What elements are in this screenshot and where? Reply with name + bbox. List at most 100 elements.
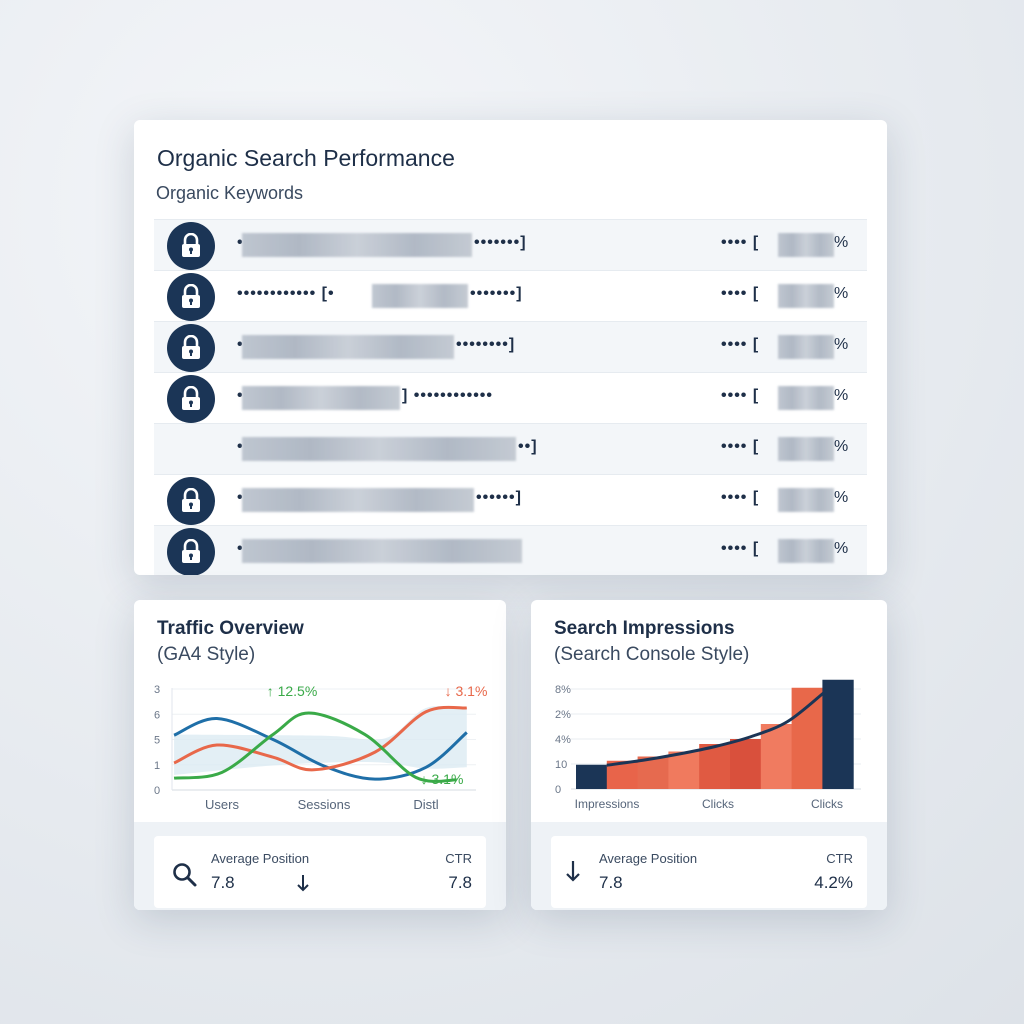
masked-value-prefix: •••• [ (721, 489, 760, 506)
y-tick-label: 3 (154, 684, 160, 696)
lock-icon (167, 375, 215, 423)
masked-keyword-prefix: • (237, 336, 244, 353)
lock-icon (167, 222, 215, 270)
percent-sign: % (834, 285, 850, 302)
section-subtitle: Organic Keywords (156, 183, 304, 203)
bar (699, 744, 731, 789)
bar (760, 724, 793, 789)
x-tick-label: Clicks (811, 797, 843, 811)
redacted-keyword (242, 233, 472, 257)
masked-value-prefix: •••• [ (721, 336, 760, 353)
ctr-value: 4.2% (814, 873, 853, 892)
y-tick-label: 8% (555, 684, 571, 696)
redacted-keyword (242, 539, 522, 563)
keyword-row[interactable]: • ••••••••] •••• [% (154, 321, 867, 372)
y-tick-label: 10 (555, 759, 567, 771)
change-annotation: ↓ 3.1% (421, 771, 464, 787)
x-tick-label: Sessions (298, 797, 351, 812)
masked-value-prefix: •••• [ (721, 387, 760, 404)
average-position-stat: Average Position 7.8 CTR 4.2% (551, 836, 867, 908)
masked-keyword-suffix: •••••••] (470, 285, 523, 302)
lock-icon (167, 324, 215, 372)
percent-sign: % (834, 234, 850, 251)
redacted-keyword (372, 284, 468, 308)
page-title: Organic Search Performance (157, 145, 455, 171)
masked-keyword-suffix: •••••••] (474, 234, 527, 251)
masked-keyword-suffix: ••••••] (476, 489, 522, 506)
lock-icon (167, 528, 215, 575)
lock-icon (167, 273, 215, 321)
average-position-value: 7.8 (211, 873, 235, 892)
traffic-line-chart: 0 1 5 6 3 Users Sessions Distl ↑ 12.5% ↓ 3.1% ↓ 3.… (154, 683, 488, 812)
series-line (173, 705, 467, 772)
y-tick-label: 1 (154, 760, 160, 772)
redacted-percentage (778, 386, 834, 410)
redacted-keyword (242, 488, 474, 512)
masked-keyword-suffix: ••••••••] (456, 336, 516, 353)
redacted-percentage (778, 539, 834, 563)
masked-keyword-suffix: ••] (518, 438, 538, 455)
bar (637, 756, 669, 789)
x-tick-label: Distl (413, 797, 438, 812)
keyword-row[interactable]: • ••] •••• [% (154, 423, 867, 474)
masked-keyword-prefix: •••••••••••• [• (237, 285, 335, 302)
masked-value-prefix: •••• [ (721, 234, 760, 251)
redacted-keyword (242, 335, 454, 359)
masked-value-prefix: •••• [ (721, 540, 760, 557)
ctr-label: CTR (826, 851, 853, 866)
trend-line (606, 691, 825, 767)
y-tick-label: 0 (154, 785, 160, 797)
redacted-percentage (778, 335, 834, 359)
redacted-percentage (778, 284, 834, 308)
keyword-row[interactable]: • •••• [% (154, 525, 867, 575)
masked-keyword-prefix: • (237, 234, 244, 251)
change-annotation: ↑ 12.5% (267, 683, 318, 699)
arrow-down-icon (297, 875, 309, 892)
impressions-bar-chart: 0 10 4% 2% 8% Impressions Clicks Clicks (555, 679, 861, 811)
bar (730, 739, 762, 789)
keyword-row[interactable]: •••••••••••• [• •••••••] •••• [% (154, 270, 867, 321)
keyword-row[interactable]: •] •••••••••••• •••• [% (154, 372, 867, 423)
percent-sign: % (834, 438, 850, 455)
redacted-percentage (778, 488, 834, 512)
traffic-overview-card: Traffic Overview (GA4 Style) 0 1 5 6 3 Users S… (134, 600, 506, 910)
masked-keyword-prefix: • (237, 489, 244, 506)
change-annotation: ↓ 3.1% (445, 683, 488, 699)
percent-sign: % (834, 540, 850, 557)
percent-sign: % (834, 387, 850, 404)
organic-search-card: Organic Search Performance Organic Keywo… (134, 120, 887, 575)
keyword-row[interactable]: • ••••••] •••• [% (154, 474, 867, 525)
impressions-subtitle: (Search Console Style) (554, 644, 750, 665)
ctr-value: 7.8 (448, 873, 472, 892)
x-tick-label: Impressions (575, 797, 640, 811)
redacted-percentage (778, 437, 834, 461)
bar (822, 679, 854, 789)
series-line (173, 717, 468, 781)
search-impressions-card: Search Impressions (Search Console Style… (531, 600, 887, 910)
redacted-keyword (242, 386, 400, 410)
average-position-value: 7.8 (599, 873, 623, 892)
x-tick-label: Users (205, 797, 239, 812)
bar (576, 764, 608, 789)
percent-sign: % (834, 489, 850, 506)
redacted-keyword (242, 437, 516, 461)
y-tick-label: 2% (555, 709, 571, 721)
x-tick-label: Clicks (702, 797, 734, 811)
masked-keyword-prefix: • (237, 438, 244, 455)
percent-sign: % (834, 336, 850, 353)
series-line (173, 711, 457, 783)
impressions-title: Search Impressions (554, 618, 735, 639)
masked-value-prefix: •••• [ (721, 438, 760, 455)
masked-keyword-prefix: • (237, 540, 244, 557)
redacted-percentage (778, 233, 834, 257)
y-tick-label: 0 (555, 784, 561, 796)
traffic-title: Traffic Overview (157, 618, 304, 639)
traffic-subtitle: (GA4 Style) (157, 644, 256, 665)
y-tick-label: 5 (154, 735, 160, 747)
arrow-down-icon (566, 861, 580, 882)
bar (668, 751, 700, 789)
average-position-stat: Average Position 7.8 CTR 7.8 (154, 836, 486, 908)
average-position-label: Average Position (211, 851, 310, 866)
keyword-row[interactable]: • •••••••] •••• [% (154, 219, 867, 270)
average-position-label: Average Position (599, 851, 698, 866)
